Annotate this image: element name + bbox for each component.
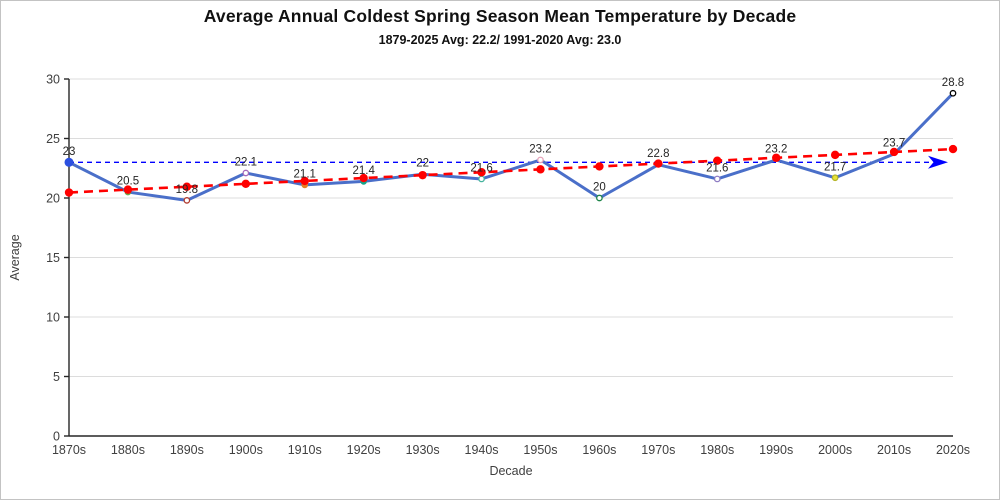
data-label: 23 [63, 146, 76, 158]
data-label: 19.8 [176, 184, 198, 196]
y-tick-label: 0 [53, 430, 60, 444]
trend-marker [713, 156, 722, 165]
trend-marker [889, 147, 899, 157]
data-label: 23.2 [529, 143, 551, 155]
x-tick-label: 2010s [877, 443, 911, 457]
x-tick-label: 1960s [582, 443, 616, 457]
trend-marker [123, 185, 133, 194]
y-axis-title: Average [8, 234, 22, 280]
data-point-marker [713, 175, 721, 183]
trend-marker [536, 165, 545, 174]
x-tick-label: 1910s [288, 443, 322, 457]
x-tick-label: 1990s [759, 443, 793, 457]
data-point-marker [831, 174, 839, 182]
trend-marker [300, 176, 309, 186]
trend-marker [359, 173, 368, 183]
trend-marker [241, 179, 250, 189]
x-tick-label: 1950s [523, 443, 557, 457]
trend-marker [64, 188, 74, 197]
data-label: 21.6 [706, 162, 728, 174]
reference-start-marker [64, 157, 74, 167]
data-point-marker [596, 194, 603, 202]
data-label: 21.4 [352, 165, 375, 177]
data-label: 22.8 [647, 148, 669, 160]
x-tick-label: 1930s [406, 443, 440, 457]
data-point-marker [537, 156, 544, 164]
x-tick-label: 1890s [170, 443, 204, 457]
x-tick-label: 1870s [52, 443, 86, 457]
data-label: 21.7 [824, 161, 846, 173]
chart-subtitle: 1879-2025 Avg: 22.2/ 1991-2020 Avg: 23.0 [378, 33, 622, 47]
trend-marker [477, 168, 486, 177]
data-point-marker [478, 175, 485, 183]
trend-marker [830, 150, 840, 160]
x-axis-title: Decade [489, 464, 532, 478]
data-label: 22.1 [235, 157, 257, 169]
data-point-marker [242, 169, 250, 177]
chart-header: Average Annual Coldest Spring Season Mea… [1, 6, 999, 47]
x-tick-label: 1900s [229, 443, 263, 457]
data-point-marker [183, 197, 191, 204]
data-label: 23.7 [883, 137, 905, 149]
data-point-marker [949, 89, 957, 97]
trend-marker [948, 144, 958, 154]
x-tick-label: 2020s [936, 443, 970, 457]
chart-title: Average Annual Coldest Spring Season Mea… [203, 6, 797, 26]
x-tick-label: 1980s [700, 443, 734, 457]
temperature-series-line [67, 91, 955, 202]
data-label: 22 [416, 158, 429, 170]
x-tick-label: 1940s [465, 443, 499, 457]
x-tick-label: 1920s [347, 443, 381, 457]
data-label: 28.8 [942, 77, 964, 89]
y-tick-label: 25 [46, 132, 60, 146]
x-tick-label: 2000s [818, 443, 852, 457]
trend-line [68, 147, 954, 194]
x-tick-label: 1970s [641, 443, 675, 457]
trend-marker [772, 153, 781, 162]
y-tick-label: 5 [53, 370, 60, 384]
trend-marker [182, 182, 192, 191]
trend-marker [654, 159, 663, 168]
data-label: 20.5 [117, 176, 139, 188]
data-label: 23.2 [765, 143, 787, 155]
data-label: 20 [593, 182, 606, 194]
y-tick-label: 20 [46, 192, 60, 206]
data-label: 21.1 [294, 168, 316, 180]
x-tick-label: 1880s [111, 443, 145, 457]
data-label: 21.6 [470, 162, 492, 174]
trend-marker [418, 170, 427, 180]
y-tick-label: 15 [46, 251, 60, 265]
y-tick-label: 10 [46, 311, 60, 325]
reference-arrow-head [928, 155, 948, 169]
y-tick-label: 30 [46, 73, 60, 87]
trend-marker [595, 162, 604, 171]
